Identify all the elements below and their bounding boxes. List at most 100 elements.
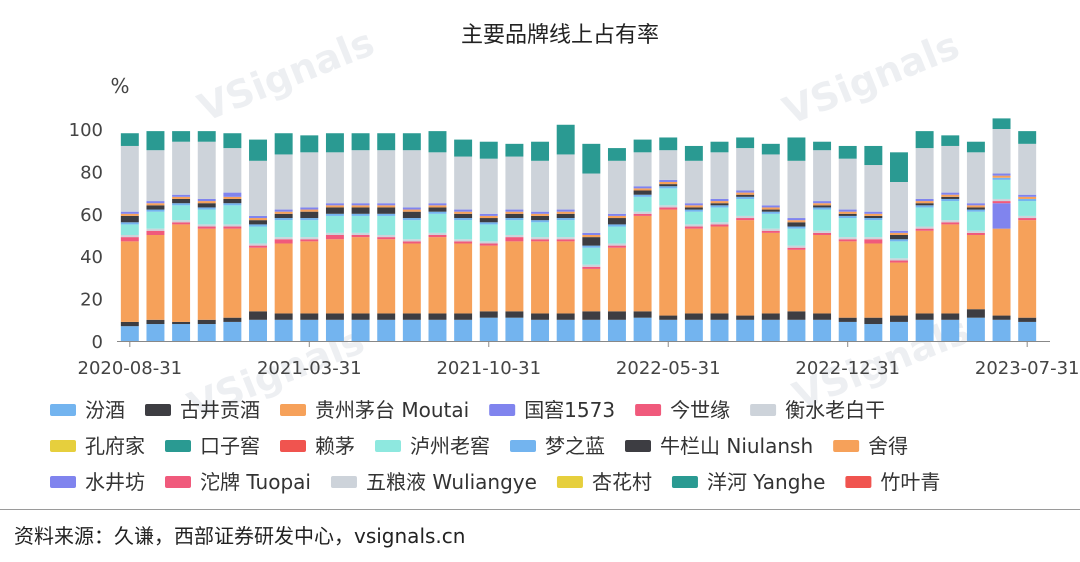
bar-segment (813, 203, 832, 206)
bar-segment (274, 313, 293, 320)
bar-segment (736, 190, 755, 193)
legend-item[interactable]: 国窖1573 (489, 398, 615, 422)
bar-segment (146, 205, 165, 210)
bar-segment (582, 319, 601, 341)
bar-segment (249, 139, 267, 161)
bar-segment (402, 319, 421, 341)
legend-swatch (489, 404, 516, 416)
legend-swatch (375, 440, 401, 452)
bar-segment (813, 205, 832, 208)
legend-label: 水井坊 (85, 470, 145, 494)
legend-item[interactable]: 贵州茅台 Moutai (280, 398, 469, 422)
bar-segment (197, 131, 216, 142)
bar-segment (941, 198, 960, 202)
bar-segment (120, 241, 139, 322)
bar-segment (966, 141, 985, 153)
bar-segment (607, 218, 626, 225)
legend-item[interactable]: 古井贡酒 (145, 398, 260, 422)
bar-segment (710, 319, 729, 341)
bar-segment (428, 205, 447, 208)
bar-segment (249, 215, 267, 219)
bar-segment (325, 319, 344, 341)
stacked-bar-chart: VSignals VSignals VSignals VSignals 主要品牌… (50, 20, 1079, 494)
bar-segment (505, 209, 524, 212)
bar-segment (787, 220, 806, 223)
x-tick-label: 2022-05-31 (616, 358, 721, 379)
legend-item[interactable]: 水井坊 (50, 470, 145, 494)
bar-segment (838, 237, 857, 240)
bar-segment (402, 313, 421, 320)
legend-item[interactable]: 今世缘 (635, 398, 730, 422)
bar-segment (915, 313, 934, 320)
legend-swatch (625, 440, 651, 452)
legend-item[interactable]: 杏花村 (556, 470, 652, 494)
y-tick-label: 0 (92, 332, 103, 353)
bar-segment (582, 247, 601, 265)
legend-item[interactable]: 汾酒 (50, 398, 125, 422)
bar-segment (966, 152, 985, 204)
legend-item[interactable]: 沱牌 Tuopai (165, 470, 311, 494)
bar-segment (428, 237, 447, 314)
bar-segment (274, 133, 293, 155)
legend-item[interactable]: 洋河 Yanghe (671, 470, 825, 494)
bar-segment (223, 198, 242, 204)
legend-swatch (145, 404, 171, 416)
bar-segment (633, 188, 652, 191)
bar-segment (915, 198, 934, 202)
bar-segment (454, 243, 473, 314)
bar-segment (992, 315, 1011, 320)
bar-segment (992, 118, 1011, 129)
bar-group (915, 131, 934, 341)
bar-segment (684, 160, 703, 204)
bar-segment (864, 145, 883, 166)
legend-label: 五粮液 Wuliangye (366, 470, 537, 494)
bar-segment (300, 239, 319, 242)
bar-segment (659, 209, 678, 316)
bar-segment (607, 311, 626, 320)
bar-group (582, 143, 601, 341)
legend-item[interactable]: 梦之蓝 (510, 434, 605, 458)
bar-segment (890, 235, 908, 240)
legend-item[interactable]: 竹叶青 (845, 470, 940, 494)
bar-segment (197, 207, 216, 210)
bar-segment (607, 243, 626, 246)
bar-segment (710, 141, 729, 153)
legend-item[interactable]: 孔府家 (50, 434, 145, 458)
bar-segment (607, 245, 626, 248)
bar-segment (300, 207, 319, 210)
bar-segment (377, 133, 396, 151)
legend-item[interactable]: 口子窖 (165, 434, 260, 458)
x-tick-label: 2021-03-31 (257, 358, 362, 379)
bar-segment (582, 237, 601, 246)
bar-segment (172, 321, 191, 325)
bar-segment (274, 154, 293, 210)
legend-item[interactable]: 衡水老白干 (750, 398, 885, 422)
bar-segment (556, 241, 575, 314)
bar-segment (556, 237, 575, 240)
bar-group (633, 139, 652, 341)
bar-segment (531, 211, 550, 214)
legend-item[interactable]: 五粮液 Wuliangye (330, 470, 537, 494)
legend-item[interactable]: 牛栏山 Niulansh (625, 434, 813, 458)
legend-swatch (635, 404, 662, 416)
bar-segment (1018, 218, 1037, 221)
y-tick-label: 60 (80, 205, 103, 226)
bar-segment (864, 239, 883, 244)
bar-segment (428, 211, 447, 214)
bar-segment (582, 173, 601, 233)
bar-segment (351, 313, 370, 320)
bar-segment (582, 311, 601, 320)
bar-segment (531, 160, 550, 212)
bar-group (402, 133, 421, 341)
y-axis: 0 20 40 60 80 100 (69, 120, 103, 353)
bar-segment (505, 156, 524, 210)
bar-segment (992, 319, 1011, 341)
legend-item[interactable]: 赖茅 (280, 434, 355, 458)
bar-segment (274, 209, 293, 212)
bar-group (890, 152, 908, 341)
legend-item[interactable]: 舍得 (833, 434, 908, 458)
legend-item[interactable]: 泸州老窖 (375, 434, 490, 458)
bar-segment (915, 205, 934, 208)
bar-segment (890, 260, 908, 263)
bar-segment (941, 196, 960, 199)
